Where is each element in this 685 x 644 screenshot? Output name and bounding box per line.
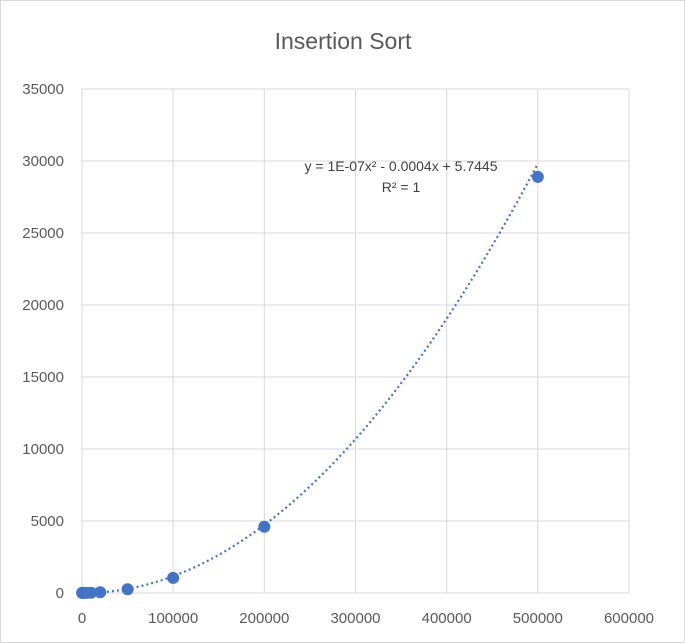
gridlines [81, 88, 630, 594]
trendline-r-squared: R² = 1 [382, 179, 421, 195]
x-tick-label: 200000 [239, 610, 289, 627]
y-tick-label: 20000 [22, 297, 64, 314]
y-tick-label: 10000 [22, 441, 64, 458]
y-axis-tick-labels: 0 5000 10000 15000 20000 25000 30000 35000 [22, 81, 64, 602]
data-point [121, 583, 134, 596]
y-tick-label: 30000 [22, 153, 64, 170]
chart-title: Insertion Sort [275, 28, 412, 54]
data-point [85, 586, 98, 599]
y-tick-label: 15000 [22, 369, 64, 386]
x-tick-label: 0 [78, 610, 86, 627]
data-point [167, 571, 180, 584]
data-points [76, 170, 544, 599]
data-point [531, 170, 544, 183]
x-tick-label: 600000 [604, 610, 654, 627]
x-tick-label: 400000 [422, 610, 472, 627]
y-tick-label: 25000 [22, 225, 64, 242]
trendline-equation: y = 1E-07x² - 0.0004x + 5.7445 [304, 158, 497, 174]
y-tick-label: 0 [56, 585, 64, 602]
x-tick-label: 300000 [330, 610, 380, 627]
x-tick-label: 500000 [513, 610, 563, 627]
polynomial-trendline [82, 163, 539, 595]
x-tick-label: 100000 [148, 610, 198, 627]
x-axis-tick-labels: 0 100000 200000 300000 400000 500000 600000 [78, 610, 654, 627]
data-point [258, 520, 271, 533]
data-point [94, 586, 107, 599]
y-tick-label: 35000 [22, 81, 64, 98]
y-tick-label: 5000 [31, 513, 64, 530]
